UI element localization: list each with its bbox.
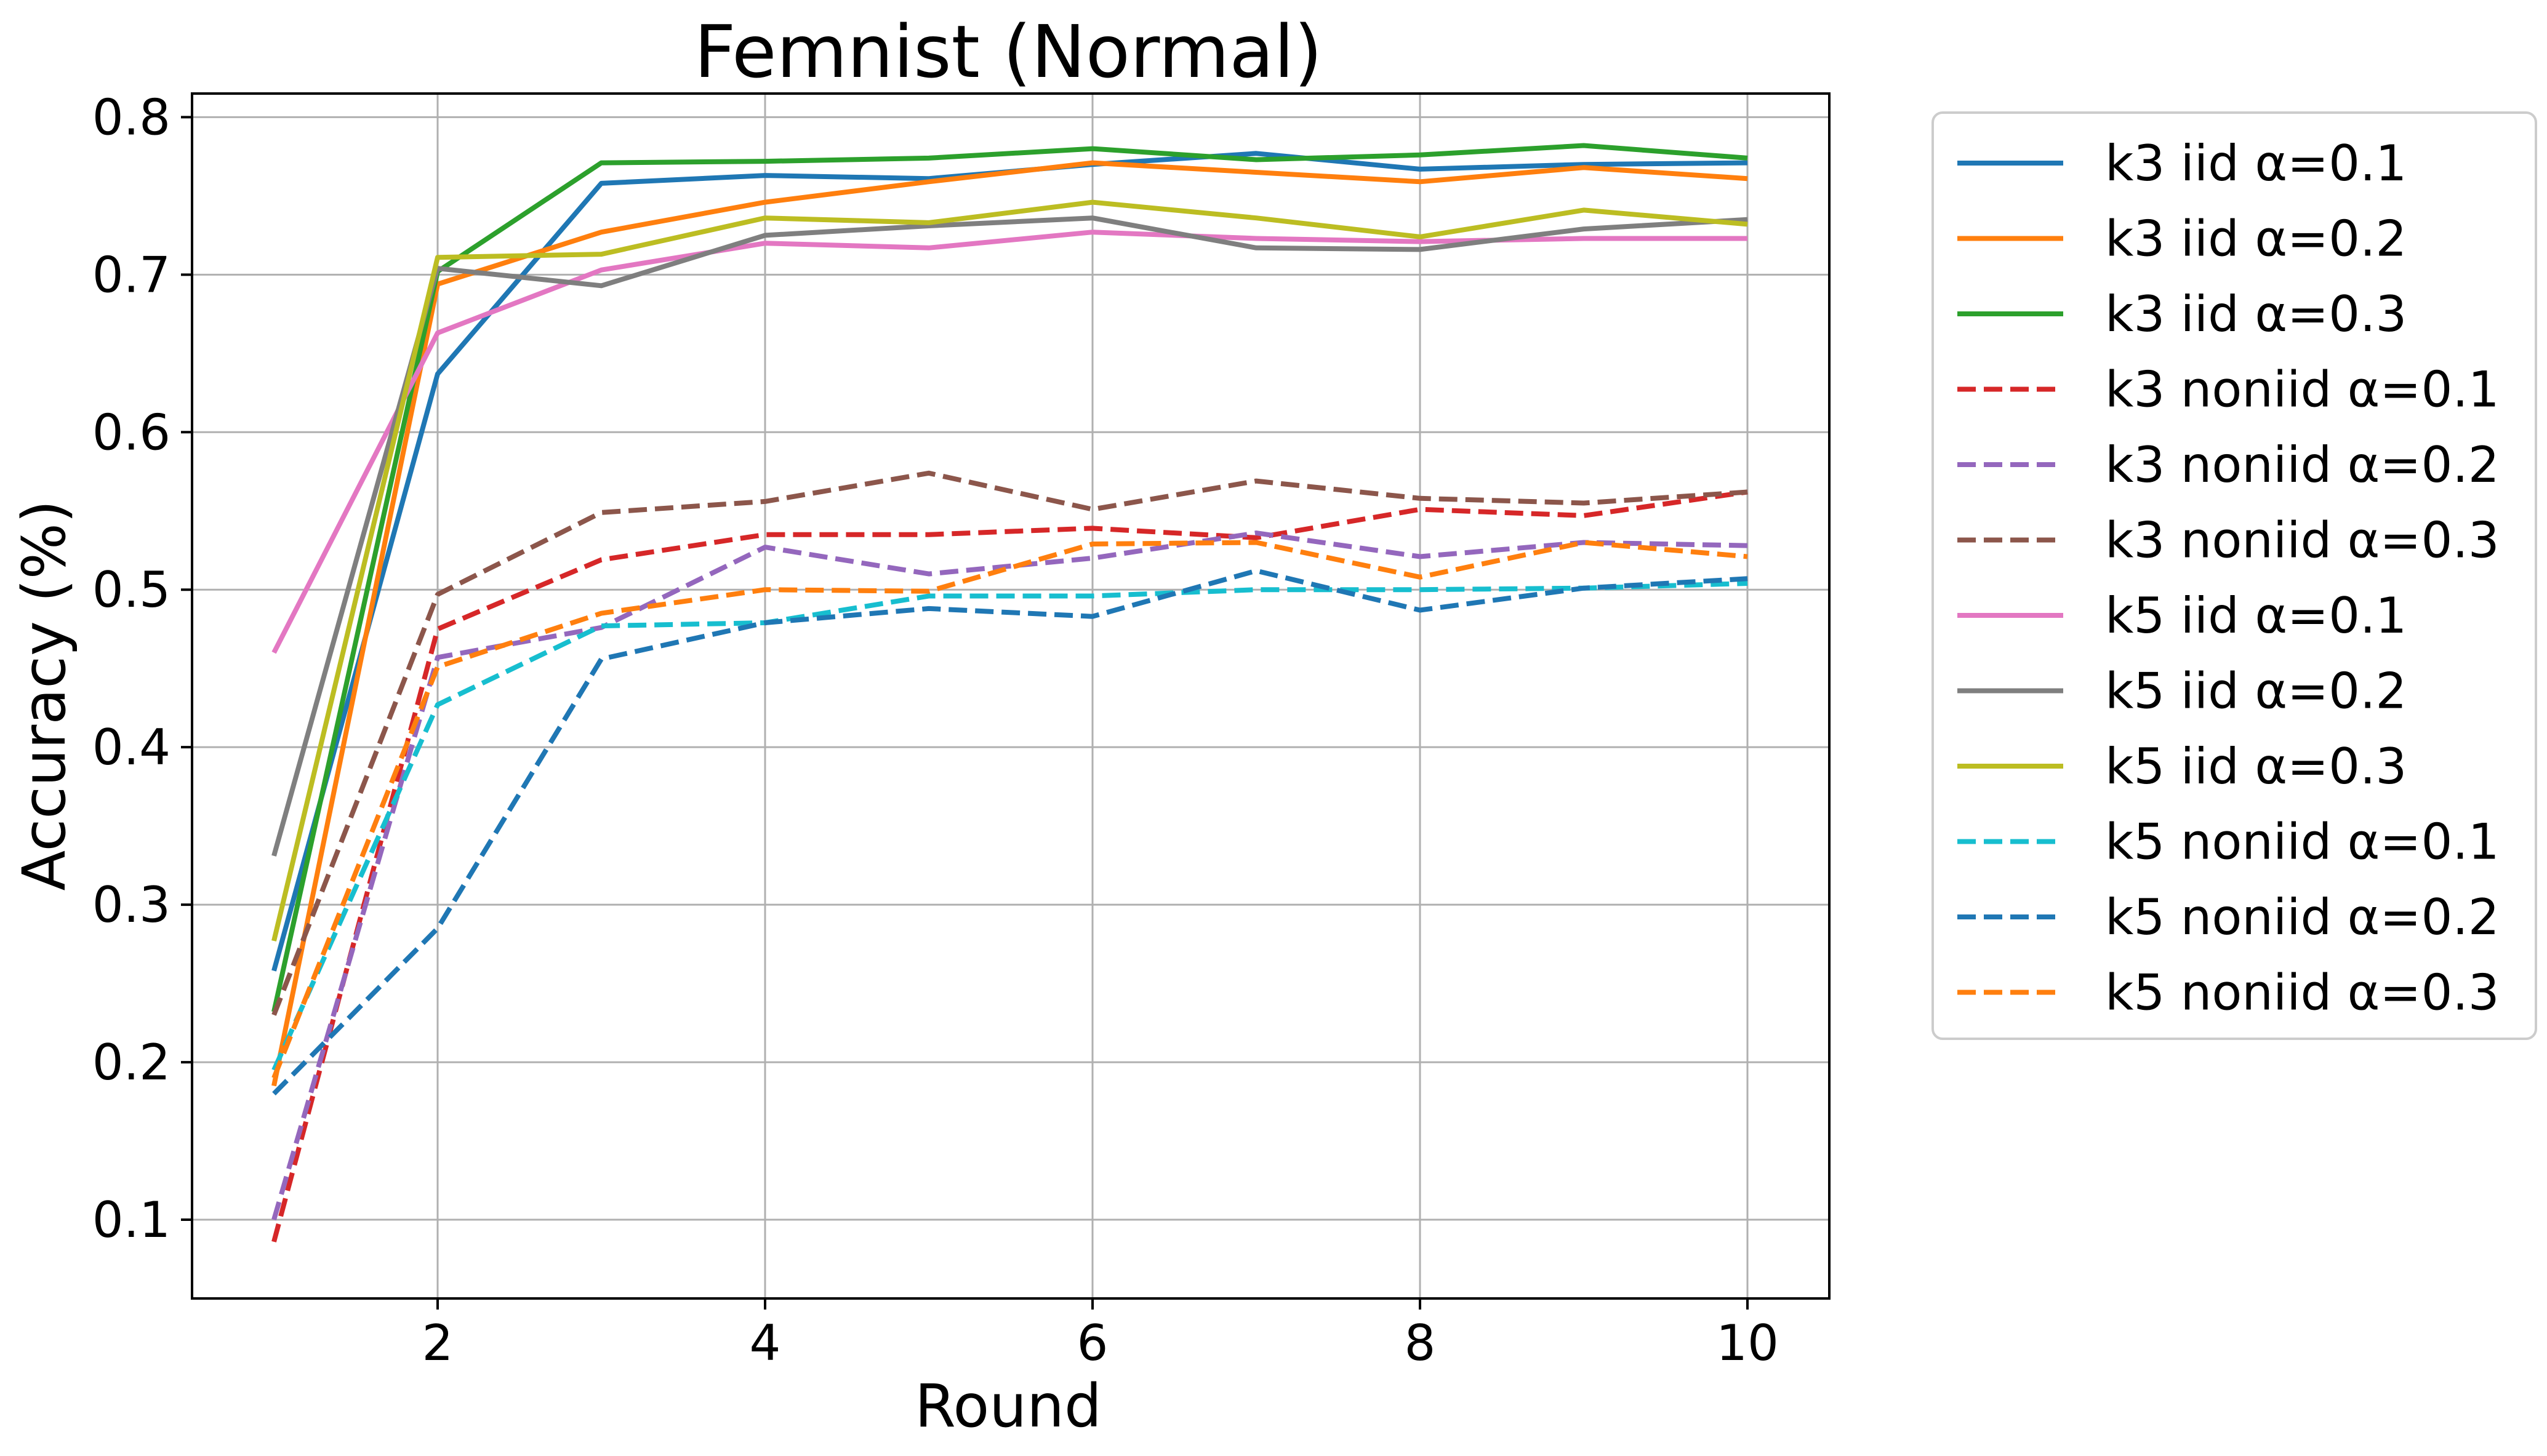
- y-axis-label: Accuracy (%): [10, 500, 79, 891]
- x-tick-label: 8: [1405, 1314, 1436, 1372]
- series-line: [271, 143, 1748, 1013]
- x-axis-label: Round: [915, 1372, 1102, 1441]
- y-tick-label: 0.7: [92, 246, 170, 303]
- legend-entry-label: k5 iid α=0.3: [2105, 738, 2407, 795]
- y-tick-label: 0.2: [92, 1034, 170, 1091]
- y-tick-label: 0.1: [92, 1191, 170, 1249]
- legend-entry-label: k3 iid α=0.2: [2105, 210, 2407, 268]
- y-tick-label: 0.6: [92, 404, 170, 461]
- legend-entry-label: k3 noniid α=0.2: [2105, 436, 2500, 494]
- series-line: [272, 568, 1748, 1096]
- legend-entry-label: k5 noniid α=0.1: [2105, 814, 2500, 871]
- x-tick-label: 6: [1077, 1314, 1109, 1372]
- legend-entry-label: k3 iid α=0.3: [2105, 286, 2407, 343]
- legend-box: [1931, 111, 2537, 1040]
- legend-entry-label: k5 noniid α=0.2: [2105, 889, 2500, 946]
- series-line: [271, 530, 1748, 1221]
- legend-entry-label: k5 noniid α=0.3: [2105, 964, 2500, 1022]
- legend-entry-label: k3 noniid α=0.3: [2105, 512, 2500, 569]
- plot-frame: [191, 92, 1831, 1300]
- series-line: [271, 489, 1748, 1242]
- series-line: [271, 199, 1748, 942]
- y-tick-label: 0.5: [92, 561, 170, 618]
- axis-ticks: 2 4 6 8 10 0.1 0.2 0.3 0.4 0.5 0.6 0.7 0.8: [92, 89, 1779, 1372]
- legend-entry-label: k3 noniid α=0.1: [2105, 361, 2500, 418]
- y-tick-label: 0.3: [92, 876, 170, 934]
- y-tick-label: 0.8: [92, 89, 170, 146]
- legend-entry-label: k3 iid α=0.1: [2105, 135, 2407, 192]
- series-lines: [271, 143, 1748, 1242]
- series-line: [271, 470, 1748, 1016]
- legend-entry-label: k5 iid α=0.2: [2105, 663, 2407, 720]
- x-tick-label: 2: [422, 1314, 454, 1372]
- x-tick-label: 10: [1716, 1314, 1779, 1372]
- y-tick-label: 0.4: [92, 719, 170, 776]
- legend-entry-label: k5 iid α=0.1: [2105, 587, 2407, 644]
- series-line: [271, 581, 1748, 1071]
- chart-title: Femnist (Normal): [694, 9, 1323, 94]
- series-line: [271, 215, 1748, 857]
- x-tick-label: 4: [750, 1314, 781, 1372]
- legend: k3 iid α=0.1 k3 iid α=0.2 k3 iid α=0.3 k3 n…: [1931, 111, 2537, 1040]
